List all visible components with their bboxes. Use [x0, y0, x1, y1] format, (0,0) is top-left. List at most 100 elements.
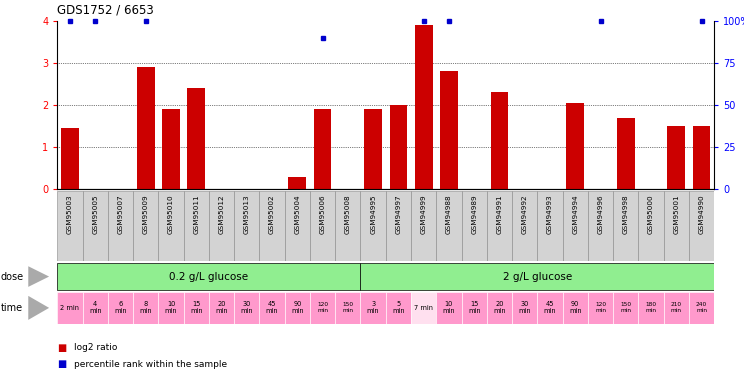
Text: 150
min: 150 min: [620, 303, 632, 313]
Text: 10
min: 10 min: [443, 302, 455, 314]
Text: 45
min: 45 min: [266, 302, 278, 314]
Text: GSM94996: GSM94996: [597, 195, 603, 234]
Text: GSM94995: GSM94995: [370, 195, 376, 234]
Text: GSM95012: GSM95012: [219, 195, 225, 234]
Bar: [693, 126, 711, 189]
Text: 6
min: 6 min: [114, 302, 126, 314]
Bar: [260, 292, 285, 324]
Text: 15
min: 15 min: [190, 302, 202, 314]
Text: 20
min: 20 min: [493, 302, 506, 314]
Text: GSM95009: GSM95009: [143, 195, 149, 234]
Bar: [411, 191, 436, 261]
Bar: [487, 191, 512, 261]
Bar: [57, 292, 83, 324]
Bar: [361, 292, 386, 324]
Bar: [83, 191, 108, 261]
Bar: [336, 292, 361, 324]
Bar: [664, 191, 689, 261]
Text: 120
min: 120 min: [317, 303, 328, 313]
Bar: [588, 191, 613, 261]
Text: GSM94993: GSM94993: [547, 195, 553, 234]
Bar: [613, 191, 638, 261]
Text: 0.2 g/L glucose: 0.2 g/L glucose: [170, 272, 248, 282]
Text: GSM94991: GSM94991: [496, 195, 502, 234]
Bar: [108, 191, 133, 261]
Bar: [158, 292, 184, 324]
Bar: [566, 103, 584, 189]
Bar: [588, 292, 613, 324]
Text: GSM95007: GSM95007: [118, 195, 124, 234]
Text: 8
min: 8 min: [139, 302, 152, 314]
Bar: [667, 126, 685, 189]
Text: GSM95013: GSM95013: [244, 195, 250, 234]
Bar: [537, 292, 562, 324]
Bar: [689, 292, 714, 324]
Bar: [461, 191, 487, 261]
Text: GSM95008: GSM95008: [345, 195, 351, 234]
Text: GSM95004: GSM95004: [295, 195, 301, 234]
Bar: [57, 263, 361, 290]
Bar: [285, 191, 310, 261]
Text: GSM95003: GSM95003: [67, 195, 73, 234]
Text: 5
min: 5 min: [392, 302, 405, 314]
Bar: [108, 292, 133, 324]
Bar: [638, 191, 664, 261]
Text: 90
min: 90 min: [569, 302, 582, 314]
Bar: [184, 191, 209, 261]
Bar: [83, 292, 108, 324]
Bar: [234, 292, 260, 324]
Bar: [285, 292, 310, 324]
Text: 180
min: 180 min: [646, 303, 657, 313]
Text: GSM95005: GSM95005: [92, 195, 98, 234]
Bar: [386, 292, 411, 324]
Text: GSM94998: GSM94998: [623, 195, 629, 234]
Bar: [487, 292, 512, 324]
Bar: [415, 25, 432, 189]
Text: GSM94997: GSM94997: [395, 195, 402, 234]
Text: GSM94988: GSM94988: [446, 195, 452, 234]
Text: GSM95000: GSM95000: [648, 195, 654, 234]
Bar: [162, 109, 180, 189]
Bar: [137, 67, 155, 189]
Text: 10
min: 10 min: [164, 302, 177, 314]
Bar: [289, 177, 307, 189]
Bar: [133, 191, 158, 261]
Bar: [61, 128, 79, 189]
Bar: [187, 88, 205, 189]
Text: 7 min: 7 min: [414, 305, 433, 311]
Text: dose: dose: [1, 272, 24, 282]
Bar: [361, 191, 386, 261]
Bar: [613, 292, 638, 324]
Bar: [209, 292, 234, 324]
Bar: [562, 191, 588, 261]
Bar: [411, 292, 436, 324]
Bar: [260, 191, 285, 261]
Bar: [436, 292, 461, 324]
Text: GSM95010: GSM95010: [168, 195, 174, 234]
Text: ■: ■: [57, 343, 66, 353]
Text: 210
min: 210 min: [671, 303, 682, 313]
Bar: [436, 191, 461, 261]
Text: 2 g/L glucose: 2 g/L glucose: [503, 272, 572, 282]
Bar: [638, 292, 664, 324]
Text: 3
min: 3 min: [367, 302, 379, 314]
Text: log2 ratio: log2 ratio: [74, 344, 117, 352]
Text: GSM94992: GSM94992: [522, 195, 527, 234]
Bar: [365, 109, 382, 189]
Bar: [562, 292, 588, 324]
Text: 150
min: 150 min: [342, 303, 353, 313]
Text: GSM94994: GSM94994: [572, 195, 578, 234]
Bar: [689, 191, 714, 261]
Text: ■: ■: [57, 360, 66, 369]
Bar: [133, 292, 158, 324]
Bar: [440, 71, 458, 189]
Bar: [390, 105, 407, 189]
Text: 90
min: 90 min: [291, 302, 304, 314]
Bar: [310, 191, 336, 261]
Text: 30
min: 30 min: [240, 302, 253, 314]
Bar: [386, 191, 411, 261]
Bar: [314, 109, 331, 189]
Bar: [336, 191, 361, 261]
Text: 240
min: 240 min: [696, 303, 708, 313]
Text: GDS1752 / 6653: GDS1752 / 6653: [57, 4, 154, 17]
